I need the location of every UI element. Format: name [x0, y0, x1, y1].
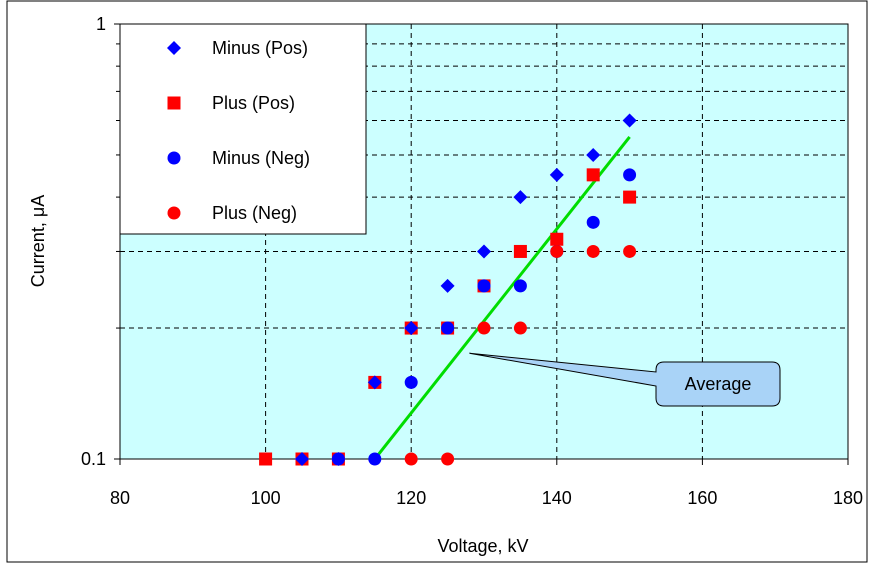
- plot-border: [119, 23, 849, 460]
- data-point: [404, 452, 418, 466]
- data-point: [331, 452, 345, 466]
- legend-marker: [167, 41, 181, 55]
- legend-label: Plus (Pos): [212, 93, 295, 113]
- legend-box: [119, 23, 367, 235]
- data-point: [513, 321, 527, 335]
- data-point: [259, 452, 273, 466]
- legend-label: Minus (Pos): [212, 38, 308, 58]
- data-point: [368, 452, 382, 466]
- y-tick-label: 1: [96, 14, 106, 34]
- trend-layer: [373, 136, 631, 460]
- data-point: [586, 168, 600, 182]
- x-tick-label: 140: [542, 488, 572, 508]
- data-point: [586, 147, 601, 162]
- data-point: [440, 278, 455, 293]
- data-point: [513, 244, 527, 258]
- x-tick-label: 80: [110, 488, 130, 508]
- data-point: [550, 244, 564, 258]
- data-point: [586, 215, 600, 229]
- data-point: [623, 190, 637, 204]
- legend-label: Minus (Neg): [212, 148, 310, 168]
- x-tick-label: 180: [833, 488, 863, 508]
- data-point: [550, 232, 564, 246]
- data-point: [441, 321, 455, 335]
- data-point: [295, 452, 309, 466]
- data-point: [367, 375, 382, 390]
- data-point: [623, 244, 637, 258]
- x-axis-title: Voltage, kV: [437, 536, 528, 556]
- data-point: [586, 244, 600, 258]
- y-tick-label: 0.1: [81, 449, 106, 469]
- x-tick-label: 100: [251, 488, 281, 508]
- legend-marker: [167, 206, 181, 220]
- data-point: [441, 452, 455, 466]
- data-point: [513, 279, 527, 293]
- data-point: [477, 244, 491, 259]
- x-tick-label: 120: [396, 488, 426, 508]
- legend-label: Plus (Neg): [212, 203, 297, 223]
- x-tick-label: 160: [687, 488, 717, 508]
- y-axis-title: Current, μA: [28, 195, 48, 287]
- legend-marker: [167, 96, 181, 110]
- data-point: [477, 321, 491, 335]
- series-plus-neg: [404, 244, 637, 466]
- axis-ticks: 80 100 120 140 160 180 0.1 1: [81, 14, 863, 508]
- data-point: [477, 279, 491, 293]
- legend-marker: [167, 151, 181, 165]
- data-point: [623, 168, 637, 182]
- callout: Average: [469, 352, 781, 407]
- data-point: [549, 167, 564, 182]
- marker-layer: [259, 113, 637, 466]
- data-point: [404, 321, 419, 336]
- callout-box: [469, 352, 781, 407]
- data-point: [404, 375, 418, 389]
- legend: Minus (Pos) Plus (Pos) Minus (Neg) Plus (Ne…: [119, 23, 367, 235]
- callout-label: Average: [685, 374, 752, 394]
- average-trend-line: [373, 136, 631, 460]
- data-point: [622, 113, 637, 128]
- data-point: [513, 190, 528, 205]
